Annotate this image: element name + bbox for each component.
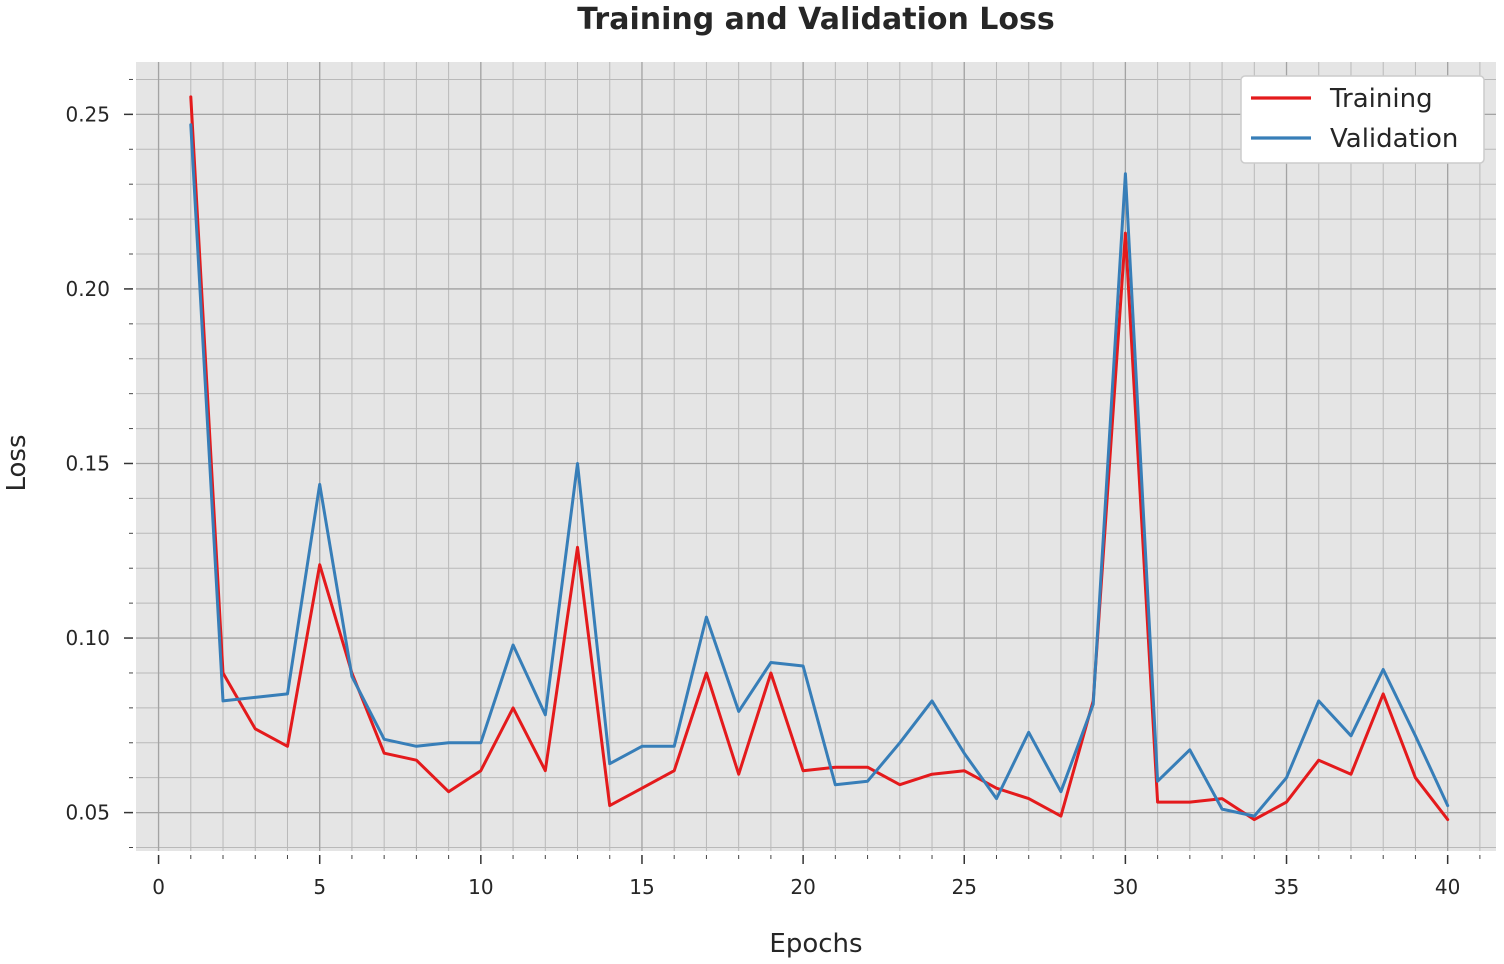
x-tick-label: 25 [952, 875, 977, 899]
x-tick-label: 5 [313, 875, 326, 899]
series-lines [189, 95, 1450, 822]
legend: Training Validation [1240, 75, 1485, 164]
x-tick-label: 20 [790, 875, 815, 899]
plot-area [136, 62, 1496, 851]
legend-label-validation: Validation [1330, 124, 1458, 154]
y-tick-label: 0.20 [65, 277, 110, 301]
x-axis-ticks: 0 5 10 15 20 25 30 35 40 [152, 855, 1481, 899]
x-tick-label: 30 [1113, 875, 1138, 899]
chart-title: Training and Validation Loss [577, 2, 1055, 37]
x-tick-label: 40 [1435, 875, 1460, 899]
y-axis-ticks: 0.05 0.10 0.15 0.20 0.25 [65, 78, 133, 849]
y-tick-label: 0.10 [65, 626, 110, 650]
series-line-validation [189, 123, 1450, 818]
x-axis-label: Epochs [769, 929, 862, 959]
y-tick-label: 0.15 [65, 451, 110, 475]
x-tick-label: 15 [629, 875, 654, 899]
y-tick-label: 0.25 [65, 102, 110, 126]
series-line-training [189, 95, 1450, 822]
legend-label-training: Training [1329, 84, 1433, 114]
y-tick-label: 0.05 [65, 801, 110, 825]
x-tick-label: 0 [152, 875, 165, 899]
y-axis-label: Loss [2, 434, 32, 491]
x-tick-label: 35 [1274, 875, 1299, 899]
x-tick-label: 10 [468, 875, 493, 899]
